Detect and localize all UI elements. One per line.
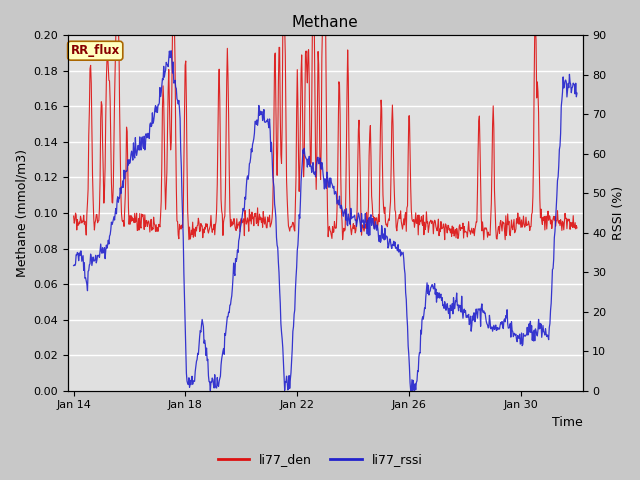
Text: RR_flux: RR_flux bbox=[70, 44, 120, 57]
X-axis label: Time: Time bbox=[552, 416, 582, 429]
Y-axis label: RSSI (%): RSSI (%) bbox=[612, 186, 625, 240]
Y-axis label: Methane (mmol/m3): Methane (mmol/m3) bbox=[15, 149, 28, 277]
Title: Methane: Methane bbox=[292, 15, 358, 30]
Legend: li77_den, li77_rssi: li77_den, li77_rssi bbox=[212, 448, 428, 471]
